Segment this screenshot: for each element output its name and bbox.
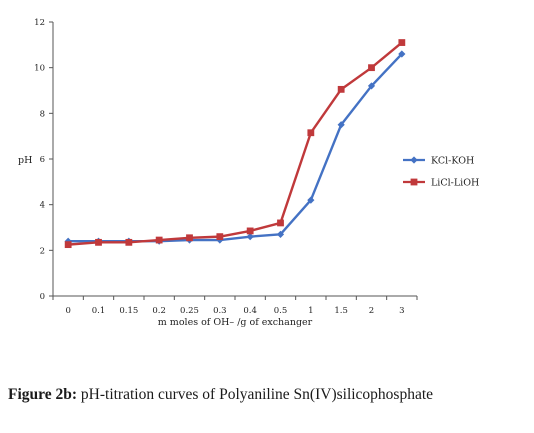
x-tick-label: 0.15 (119, 306, 138, 316)
data-point (398, 50, 406, 58)
y-tick-label: 12 (34, 18, 45, 28)
figure-caption: Figure 2b: pH-titration curves of Polyan… (8, 386, 534, 404)
legend-item: LiCl-LiOH (403, 178, 479, 189)
x-tick-label: 0.25 (180, 306, 199, 316)
x-axis-label: m moles of OH– /g of exchanger (158, 317, 313, 328)
y-tick-label: 0 (40, 292, 45, 302)
y-tick-label: 10 (34, 64, 45, 74)
series-layer (64, 39, 406, 249)
data-point (398, 39, 406, 46)
x-tick-label: 3 (399, 306, 404, 316)
data-point (155, 236, 163, 244)
x-tick-label: 0.1 (92, 306, 106, 316)
y-ticks: 0 2 4 6 8 10 12 (34, 18, 53, 302)
legend-label: LiCl-LiOH (431, 178, 479, 189)
data-point (64, 241, 72, 249)
legend-label: KCl-KOH (431, 156, 474, 167)
data-point (216, 233, 224, 241)
y-axis-label: pH (18, 155, 32, 166)
legend: KCl-KOH LiCl-LiOH (403, 156, 479, 189)
y-tick-label: 8 (40, 109, 45, 119)
legend-item: KCl-KOH (403, 156, 474, 167)
series-licl-lioh (64, 39, 406, 249)
data-point (307, 129, 315, 137)
legend-swatch-marker (410, 178, 418, 186)
data-point (368, 64, 375, 72)
x-tick-label: 1.5 (334, 306, 348, 316)
data-point (246, 233, 254, 241)
legend-swatch-marker (410, 156, 418, 164)
x-tick-label: 1 (308, 306, 313, 316)
x-tick-label: 0.3 (213, 306, 227, 316)
data-point (337, 85, 345, 93)
caption-label: Figure 2b: (8, 386, 78, 403)
axes (52, 22, 417, 297)
x-tick-label: 0.5 (274, 306, 288, 316)
chart: 0 2 4 6 8 10 12 0 0.1 0.15 0.2 0.25 0.3 0.4 0.5 1 1.5 2 3… (18, 18, 479, 328)
titration-chart-svg: 0 2 4 6 8 10 12 0 0.1 0.15 0.2 0.25 0.3 0.4 0.5 1 1.5 2 3… (18, 18, 479, 328)
data-point (186, 234, 193, 242)
x-tick-label: 0.2 (152, 306, 166, 316)
data-point (277, 219, 284, 227)
y-tick-label: 6 (40, 155, 45, 165)
data-point (337, 121, 345, 129)
y-tick-label: 4 (40, 201, 45, 211)
y-tick-label: 2 (40, 246, 45, 256)
x-tick-label: 0 (65, 306, 70, 316)
data-point (307, 196, 315, 204)
data-point (125, 238, 133, 246)
x-tick-label: 0.4 (243, 306, 257, 316)
x-tick-label: 2 (369, 306, 374, 316)
data-point (246, 227, 254, 235)
data-point (276, 230, 285, 238)
data-point (95, 238, 102, 246)
data-point (367, 82, 376, 90)
caption-text: pH-titration curves of Polyaniline Sn(IV… (77, 386, 434, 403)
series-line (68, 41, 403, 246)
x-ticks: 0 0.1 0.15 0.2 0.25 0.3 0.4 0.5 1 1.5 2 3 (52, 296, 418, 316)
